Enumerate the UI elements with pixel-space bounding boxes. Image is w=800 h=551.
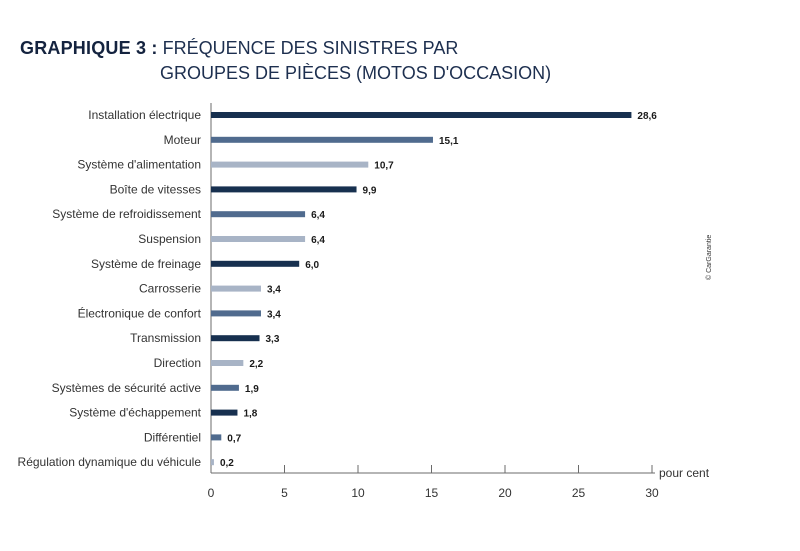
x-axis-label: pour cent [659,466,710,480]
bar [211,211,306,218]
category-label: Transmission [130,331,201,345]
bar [211,260,300,267]
value-label: 1,9 [245,384,259,395]
bar [211,360,244,366]
title-text-2: GROUPES DE PIÈCES (MOTOS D'OCCASION) [160,63,552,83]
x-tick-label: 15 [425,486,439,500]
value-label: 6,4 [311,210,325,221]
value-label: 10,7 [374,161,394,172]
value-label: 3,4 [267,285,281,296]
x-tick-label: 30 [645,486,659,500]
bar [211,285,261,292]
category-label: Système de freinage [91,257,201,271]
value-label: 6,0 [305,260,319,271]
x-tick-label: 5 [281,486,288,500]
value-label: 2,2 [249,359,263,370]
value-label: 9,9 [363,185,377,196]
title-text-1: FRÉQUENCE DES SINISTRES PAR [162,38,459,58]
value-label: 15,1 [439,136,459,147]
x-tick-label: 25 [572,486,586,500]
category-label: Boîte de vitesses [110,182,201,196]
x-tick-label: 0 [208,486,215,500]
category-label: Systèmes de sécurité active [52,381,202,395]
bar [211,161,369,168]
category-label: Suspension [138,232,201,246]
bar [211,186,357,193]
category-label: Électronique de confort [78,305,202,320]
bar [211,136,433,143]
value-label: 0,7 [227,433,241,444]
value-label: 3,3 [266,334,280,345]
category-label: Carrosserie [139,282,201,296]
value-label: 6,4 [311,235,325,246]
value-label: 1,8 [243,409,257,420]
category-label: Direction [154,356,201,370]
value-label: 28,6 [637,111,657,122]
value-label: 0,2 [220,458,234,469]
title-line-2: GROUPES DE PIÈCES (MOTOS D'OCCASION) [20,61,551,86]
bar [211,236,306,242]
category-label: Système d'échappement [69,406,201,420]
bar [211,409,238,416]
category-label: Système d'alimentation [77,158,201,172]
value-label: 3,4 [267,309,281,320]
category-label: Installation électrique [88,108,201,122]
category-label: Régulation dynamique du véhicule [18,455,202,469]
x-tick-label: 20 [498,486,512,500]
title-prefix: GRAPHIQUE 3 : [20,38,158,58]
category-label: Différentiel [144,430,201,444]
x-tick-label: 10 [351,486,365,500]
bar [211,434,222,441]
bar [211,112,632,118]
category-label: Système de refroidissement [52,207,201,221]
copyright-credit: © CarGarantie [706,234,713,280]
title-line-1: GRAPHIQUE 3 : FRÉQUENCE DES SINISTRES PA… [20,36,551,61]
chart-title: GRAPHIQUE 3 : FRÉQUENCE DES SINISTRES PA… [20,36,551,86]
bar [211,310,261,317]
bar [211,459,214,466]
bar [211,384,239,391]
category-label: Moteur [164,133,201,147]
bar [211,335,260,342]
